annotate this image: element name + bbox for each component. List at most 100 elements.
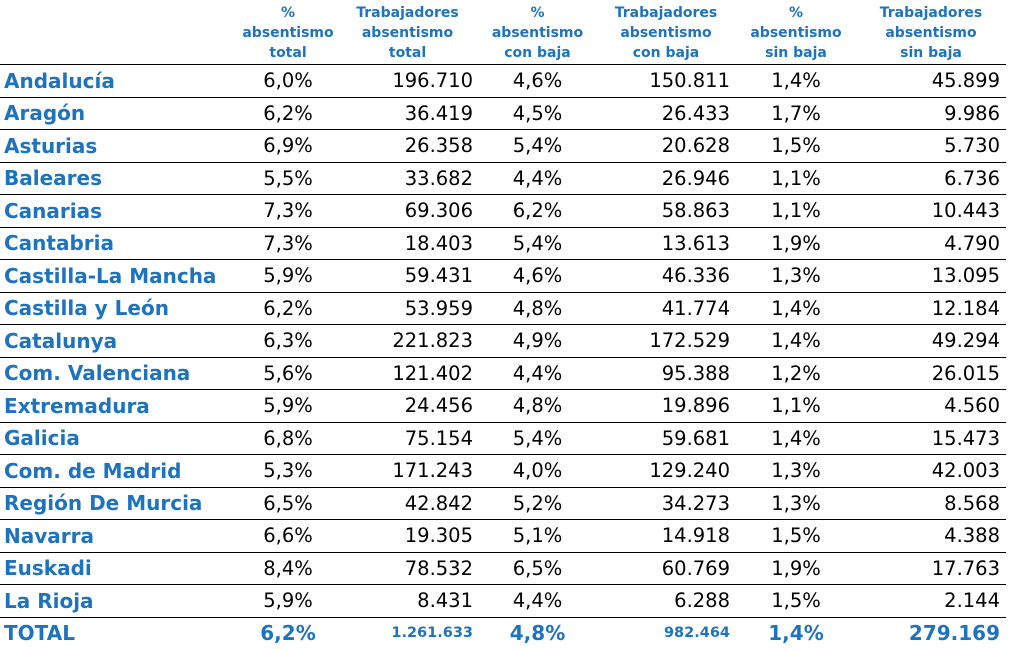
pct-without-leave-cell: 1,4% [736,325,856,358]
pct-without-leave-cell: 1,9% [736,227,856,260]
region-name-cell: Galicia [0,422,240,455]
pct-total-cell: 6,2% [240,292,336,325]
workers-with-leave-cell: 58.863 [596,195,736,228]
workers-without-leave-cell: 9.986 [856,97,1006,130]
workers-total-cell: 59.431 [336,260,479,293]
workers-with-leave-cell: 95.388 [596,357,736,390]
pct-without-leave-cell: 1,1% [736,195,856,228]
workers-without-leave-cell: 17.763 [856,552,1006,585]
pct-total-cell: 5,9% [240,260,336,293]
region-name-cell: Cantabria [0,227,240,260]
workers-with-leave-cell: 14.918 [596,520,736,553]
total-workers-with-leave-cell: 982.464 [596,617,736,649]
workers-without-leave-cell: 45.899 [856,65,1006,98]
total-pct-without-leave-cell: 1,4% [736,617,856,649]
pct-without-leave-cell: 1,2% [736,357,856,390]
table-header: % absentismo total Trabajadores absentis… [0,0,1006,65]
region-name-cell: Euskadi [0,552,240,585]
pct-total-cell: 6,0% [240,65,336,98]
total-workers-total-cell: 1.261.633 [336,617,479,649]
workers-total-cell: 121.402 [336,357,479,390]
header-pct-total: % absentismo total [240,0,336,65]
pct-without-leave-cell: 1,5% [736,520,856,553]
header-region-empty [0,0,240,65]
region-name-cell: Com. Valenciana [0,357,240,390]
pct-with-leave-cell: 6,5% [479,552,596,585]
total-pct-with-leave-cell: 4,8% [479,617,596,649]
pct-total-cell: 7,3% [240,195,336,228]
pct-with-leave-cell: 4,6% [479,260,596,293]
pct-with-leave-cell: 5,4% [479,227,596,260]
pct-with-leave-cell: 5,2% [479,487,596,520]
pct-with-leave-cell: 4,8% [479,390,596,423]
workers-total-cell: 75.154 [336,422,479,455]
pct-with-leave-cell: 4,4% [479,357,596,390]
workers-total-cell: 8.431 [336,585,479,618]
header-workers-without-leave: Trabajadores absentismo sin baja [856,0,1006,65]
workers-total-cell: 78.532 [336,552,479,585]
region-name-cell: Castilla-La Mancha [0,260,240,293]
pct-without-leave-cell: 1,4% [736,292,856,325]
workers-with-leave-cell: 60.769 [596,552,736,585]
region-name-cell: Baleares [0,162,240,195]
workers-with-leave-cell: 129.240 [596,455,736,488]
pct-without-leave-cell: 1,5% [736,130,856,163]
pct-total-cell: 6,2% [240,97,336,130]
workers-total-cell: 196.710 [336,65,479,98]
region-name-cell: La Rioja [0,585,240,618]
pct-with-leave-cell: 4,9% [479,325,596,358]
workers-with-leave-cell: 172.529 [596,325,736,358]
region-name-cell: Extremadura [0,390,240,423]
region-name-cell: Com. de Madrid [0,455,240,488]
pct-total-cell: 5,3% [240,455,336,488]
workers-with-leave-cell: 59.681 [596,422,736,455]
total-workers-without-leave-cell: 279.169 [856,617,1006,649]
pct-with-leave-cell: 5,4% [479,130,596,163]
pct-total-cell: 6,6% [240,520,336,553]
total-region-name-cell: TOTAL [0,617,240,649]
workers-without-leave-cell: 26.015 [856,357,1006,390]
region-name-cell: Catalunya [0,325,240,358]
pct-without-leave-cell: 1,4% [736,422,856,455]
workers-with-leave-cell: 41.774 [596,292,736,325]
pct-total-cell: 6,9% [240,130,336,163]
pct-without-leave-cell: 1,3% [736,260,856,293]
workers-total-cell: 24.456 [336,390,479,423]
header-workers-with-leave: Trabajadores absentismo con baja [596,0,736,65]
workers-without-leave-cell: 5.730 [856,130,1006,163]
header-workers-total: Trabajadores absentismo total [336,0,479,65]
workers-with-leave-cell: 13.613 [596,227,736,260]
pct-with-leave-cell: 6,2% [479,195,596,228]
workers-with-leave-cell: 26.946 [596,162,736,195]
workers-total-cell: 36.419 [336,97,479,130]
workers-total-cell: 221.823 [336,325,479,358]
pct-with-leave-cell: 4,4% [479,585,596,618]
region-name-cell: Canarias [0,195,240,228]
pct-without-leave-cell: 1,4% [736,65,856,98]
pct-without-leave-cell: 1,7% [736,97,856,130]
pct-with-leave-cell: 5,4% [479,422,596,455]
pct-without-leave-cell: 1,1% [736,390,856,423]
workers-without-leave-cell: 12.184 [856,292,1006,325]
pct-total-cell: 5,9% [240,585,336,618]
pct-without-leave-cell: 1,3% [736,455,856,488]
workers-without-leave-cell: 4.560 [856,390,1006,423]
pct-total-cell: 8,4% [240,552,336,585]
workers-with-leave-cell: 34.273 [596,487,736,520]
workers-total-cell: 53.959 [336,292,479,325]
workers-with-leave-cell: 19.896 [596,390,736,423]
workers-with-leave-cell: 26.433 [596,97,736,130]
workers-without-leave-cell: 2.144 [856,585,1006,618]
